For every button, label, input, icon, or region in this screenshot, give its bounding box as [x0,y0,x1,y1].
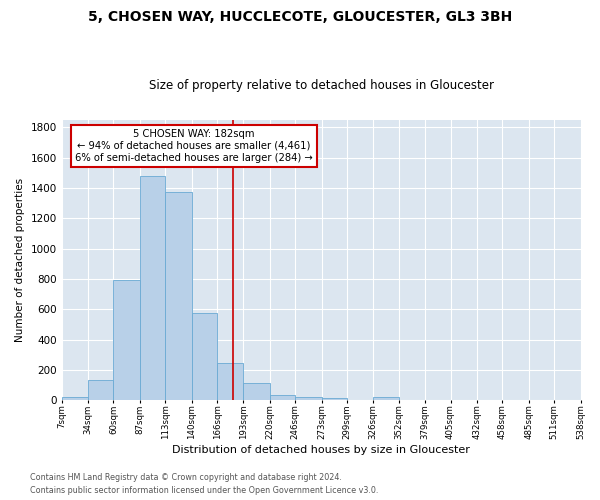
X-axis label: Distribution of detached houses by size in Gloucester: Distribution of detached houses by size … [172,445,470,455]
Text: 5 CHOSEN WAY: 182sqm
← 94% of detached houses are smaller (4,461)
6% of semi-det: 5 CHOSEN WAY: 182sqm ← 94% of detached h… [75,130,313,162]
Bar [373,398,399,400]
Bar [217,363,244,401]
Text: Contains HM Land Registry data © Crown copyright and database right 2024.
Contai: Contains HM Land Registry data © Crown c… [30,474,379,495]
Bar [165,192,191,400]
Title: Size of property relative to detached houses in Gloucester: Size of property relative to detached ho… [149,79,494,92]
Y-axis label: Number of detached properties: Number of detached properties [15,178,25,342]
Bar [88,380,113,400]
Bar [270,395,295,400]
Bar [244,383,270,400]
Bar [62,398,88,400]
Bar [113,280,140,400]
Text: 5, CHOSEN WAY, HUCCLECOTE, GLOUCESTER, GL3 3BH: 5, CHOSEN WAY, HUCCLECOTE, GLOUCESTER, G… [88,10,512,24]
Bar [322,398,347,400]
Bar [191,313,217,400]
Bar [295,396,322,400]
Bar [140,176,165,400]
